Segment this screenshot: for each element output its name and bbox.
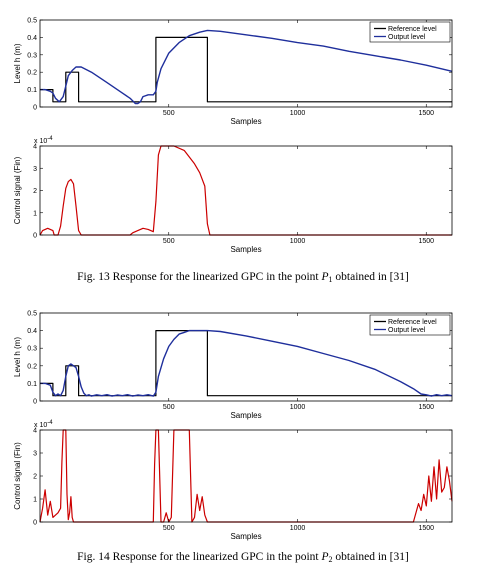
y-tick-label: 4 [33, 144, 37, 151]
legend-entry: Output level [388, 34, 426, 41]
y-tick-label: 0.5 [27, 311, 37, 318]
x-tick-label: 1500 [418, 404, 434, 411]
x-axis-label: Samples [230, 411, 261, 420]
series-line-output-level [40, 29, 453, 105]
legend-entry: Reference level [388, 26, 437, 33]
y-tick-label: 0 [33, 233, 37, 240]
caption-fig13-var: P [320, 271, 328, 283]
y-tick-label: 0.4 [27, 35, 37, 42]
y-axis-label: Level h (m) [13, 337, 22, 377]
caption-fig14-sub: 2 [329, 555, 333, 564]
series-line-reference-level [40, 36, 452, 103]
chart-2: 500 1000 1500 0 1 2 3 4 Samples Control signal (F… [13, 136, 453, 254]
y-axis-label: Level h (m) [13, 43, 22, 83]
chart-3: 500 1000 1500 0 0.1 0.2 0.3 0.4 0.5 Samples Level … [13, 311, 453, 420]
x-tick-label: 1500 [418, 110, 434, 117]
y-tick-label: 0.3 [27, 52, 37, 59]
caption-fig14-prefix: Fig. 14 Response for the linearized GPC … [77, 551, 321, 563]
y-scale-multiplier: x 10-4 [34, 136, 53, 145]
plots-group: 500 1000 150000.10.20.30.40.5SamplesLevel … [13, 18, 453, 541]
y-tick-label: 0 [33, 399, 37, 406]
x-axis-label: Samples [230, 532, 261, 541]
caption-fig14: Fig. 14 Response for the linearized GPC … [77, 551, 409, 564]
y-axis-label: Control signal (Fin) [13, 442, 22, 510]
caption-fig13-prefix: Fig. 13 Response for the linearized GPC … [77, 271, 321, 283]
chart-4: 500 1000 1500 0 1 2 3 4 Samples Control signal (F… [13, 420, 453, 541]
y-tick-label: 0.2 [27, 70, 37, 77]
x-axis-label: Samples [230, 117, 261, 126]
legend-box [369, 314, 451, 336]
y-axis-label: Control signal (Fin) [13, 156, 22, 224]
caption-fig13: Fig. 13 Response for the linearized GPC … [77, 271, 409, 284]
caption-fig14-suffix: obtained in [31] [333, 551, 409, 563]
y-tick-label: 2 [33, 474, 37, 481]
plot-frame [39, 429, 453, 523]
y-tick-label: 3 [33, 166, 37, 173]
x-tick-label: 500 [163, 238, 175, 245]
series-line-reference-level [40, 330, 452, 397]
caption-fig14-var: P [320, 551, 328, 563]
plot-frame [39, 312, 453, 402]
x-tick-label: 1500 [418, 525, 434, 532]
legend-entry: Output level [388, 327, 426, 334]
caption-fig13-suffix: obtained in [31] [333, 271, 409, 283]
series-line-control-signal [39, 429, 453, 523]
legend-entry: Reference level [388, 319, 437, 326]
x-tick-label: 1000 [290, 525, 306, 532]
caption-fig13-sub: 1 [329, 275, 333, 284]
y-tick-label: 0.5 [27, 18, 37, 25]
y-tick-label: 1 [33, 210, 37, 217]
y-tick-label: 0.2 [27, 363, 37, 370]
y-tick-label: 4 [33, 428, 37, 435]
y-tick-label: 0.4 [27, 328, 37, 335]
x-axis-label: Samples [230, 245, 261, 254]
legend-box [369, 21, 451, 43]
series-line-control-signal [39, 145, 452, 236]
plot-frame [39, 19, 453, 108]
x-tick-label: 1000 [290, 110, 306, 117]
y-tick-label: 3 [33, 451, 37, 458]
y-scale-multiplier: x 10-4 [34, 420, 53, 429]
x-tick-label: 1000 [290, 404, 306, 411]
y-tick-label: 1 [33, 497, 37, 504]
series-line-output-level [40, 329, 453, 397]
x-tick-label: 1500 [418, 238, 434, 245]
y-tick-label: 0.1 [27, 87, 37, 94]
x-tick-label: 1000 [290, 238, 306, 245]
y-tick-label: 2 [33, 188, 37, 195]
chart-1: 500 1000 1500 0 0.1 0.2 0.3 0.4 0.5 Samples Level … [13, 18, 453, 126]
plot-frame [39, 145, 453, 236]
y-tick-label: 0 [33, 105, 37, 112]
x-tick-label: 500 [163, 404, 175, 411]
y-tick-label: 0 [33, 520, 37, 527]
x-tick-label: 500 [163, 110, 175, 117]
y-tick-label: 0.3 [27, 346, 37, 353]
y-tick-label: 0.1 [27, 381, 37, 388]
x-tick-label: 500 [163, 525, 175, 532]
